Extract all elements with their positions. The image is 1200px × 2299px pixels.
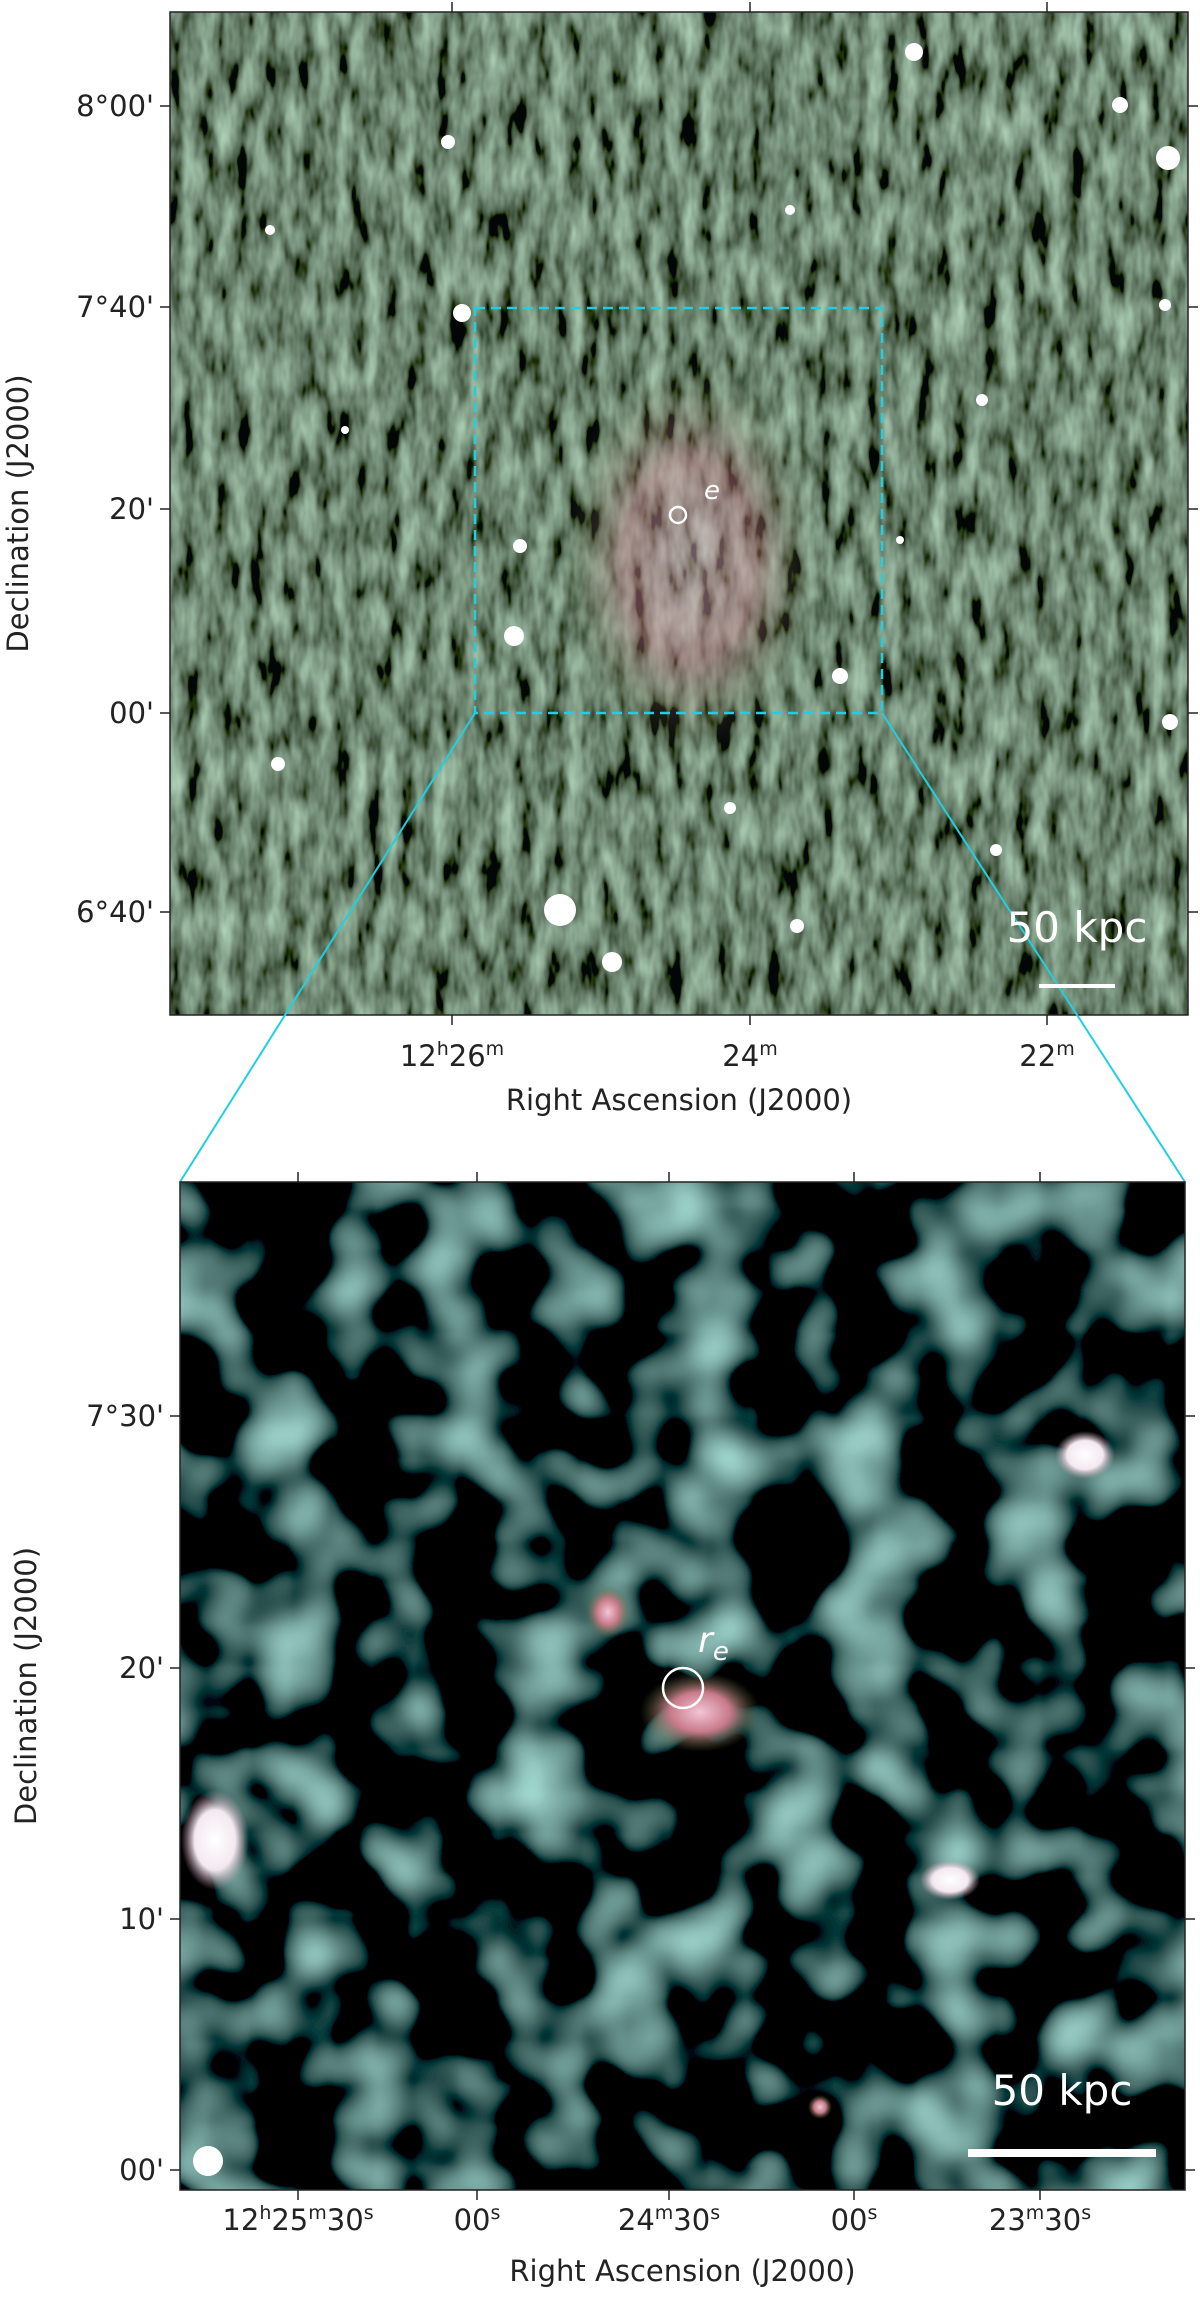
zoom-box (473, 306, 884, 715)
x-tick-label-part: h (259, 2202, 271, 2224)
x-tick-label-part: s (1081, 2202, 1091, 2224)
zoom-line (881, 712, 1186, 1183)
y-tick-label: 7°40' (76, 290, 154, 324)
x-tick-label-part: s (710, 2202, 720, 2224)
scale-bar-label: 50 kpc (1007, 903, 1148, 952)
x-tick-label-part: m (759, 1038, 778, 1060)
x-tick-label-part: m (1026, 2202, 1045, 2224)
x-tick-label-part: 30 (327, 2203, 364, 2237)
x-tick-label-part: 12 (400, 1039, 437, 1073)
x-tick-label-part: h (437, 1038, 449, 1060)
x-tick-label: 24m (722, 1038, 777, 1073)
re-symbol: r (698, 1620, 715, 1661)
x-tick-label-part: m (1056, 1038, 1075, 1060)
x-tick-label: 22m (1019, 1038, 1074, 1073)
x-tick-label-part: 26 (449, 1039, 486, 1073)
x-tick-label-part: m (486, 1038, 505, 1060)
beam (193, 2146, 223, 2176)
re-label: e (704, 476, 720, 506)
sky-image-top (170, 12, 1188, 1015)
y-tick-label: 6°40' (76, 895, 154, 929)
y-tick-label: 10' (119, 1902, 164, 1936)
x-tick-label: 00s (454, 2202, 501, 2237)
x-tick-label-part: 23 (989, 2203, 1026, 2237)
re-circle (668, 505, 688, 525)
x-tick-label-part: 24 (618, 2203, 655, 2237)
y-tick-label: 7°30' (86, 1399, 164, 1433)
y-tick-label: 20' (119, 1651, 164, 1685)
re-label: re (698, 1620, 729, 1667)
x-tick-label-part: 22 (1019, 1039, 1056, 1073)
x-tick-label-part: 25 (271, 2203, 308, 2237)
zoom-line (179, 712, 476, 1183)
re-subscript: e (704, 476, 720, 506)
x-tick-label-part: 24 (722, 1039, 759, 1073)
y-tick-label: 8°00' (76, 89, 154, 123)
frame-bottom (179, 1181, 1186, 2191)
x-tick-label: 12h25m30s (222, 2202, 373, 2237)
x-tick-label-part: 00 (831, 2203, 868, 2237)
x-tick-label: 12h26m (400, 1038, 504, 1073)
x-tick-label-part: 30 (1044, 2203, 1081, 2237)
y-tick-label: 00' (119, 2153, 164, 2187)
x-tick-label: 00s (831, 2202, 878, 2237)
re-subscript: e (713, 1637, 729, 1667)
y-tick-label: 00' (109, 696, 154, 730)
x-tick-label: 24m30s (618, 2202, 720, 2237)
x-tick-label: 23m30s (989, 2202, 1091, 2237)
x-tick-label-part: s (364, 2202, 374, 2224)
x-tick-label-part: s (491, 2202, 501, 2224)
x-tick-label-part: m (308, 2202, 327, 2224)
x-tick-label-part: 30 (673, 2203, 710, 2237)
x-tick-label-part: 12 (222, 2203, 259, 2237)
x-tick-label-part: s (868, 2202, 878, 2224)
x-axis-label: Right Ascension (J2000) (509, 2254, 855, 2288)
y-axis-label: Declination (J2000) (1, 374, 35, 652)
y-tick-label: 20' (109, 492, 154, 526)
x-axis-label: Right Ascension (J2000) (506, 1083, 852, 1117)
x-tick-label-part: m (655, 2202, 674, 2224)
y-axis-label: Declination (J2000) (9, 1547, 43, 1825)
re-circle (661, 1666, 705, 1710)
scale-bar-label: 50 kpc (992, 2066, 1133, 2115)
sky-image-bottom (180, 1182, 1185, 2190)
x-tick-label-part: 00 (454, 2203, 491, 2237)
frame-top (169, 11, 1189, 1016)
